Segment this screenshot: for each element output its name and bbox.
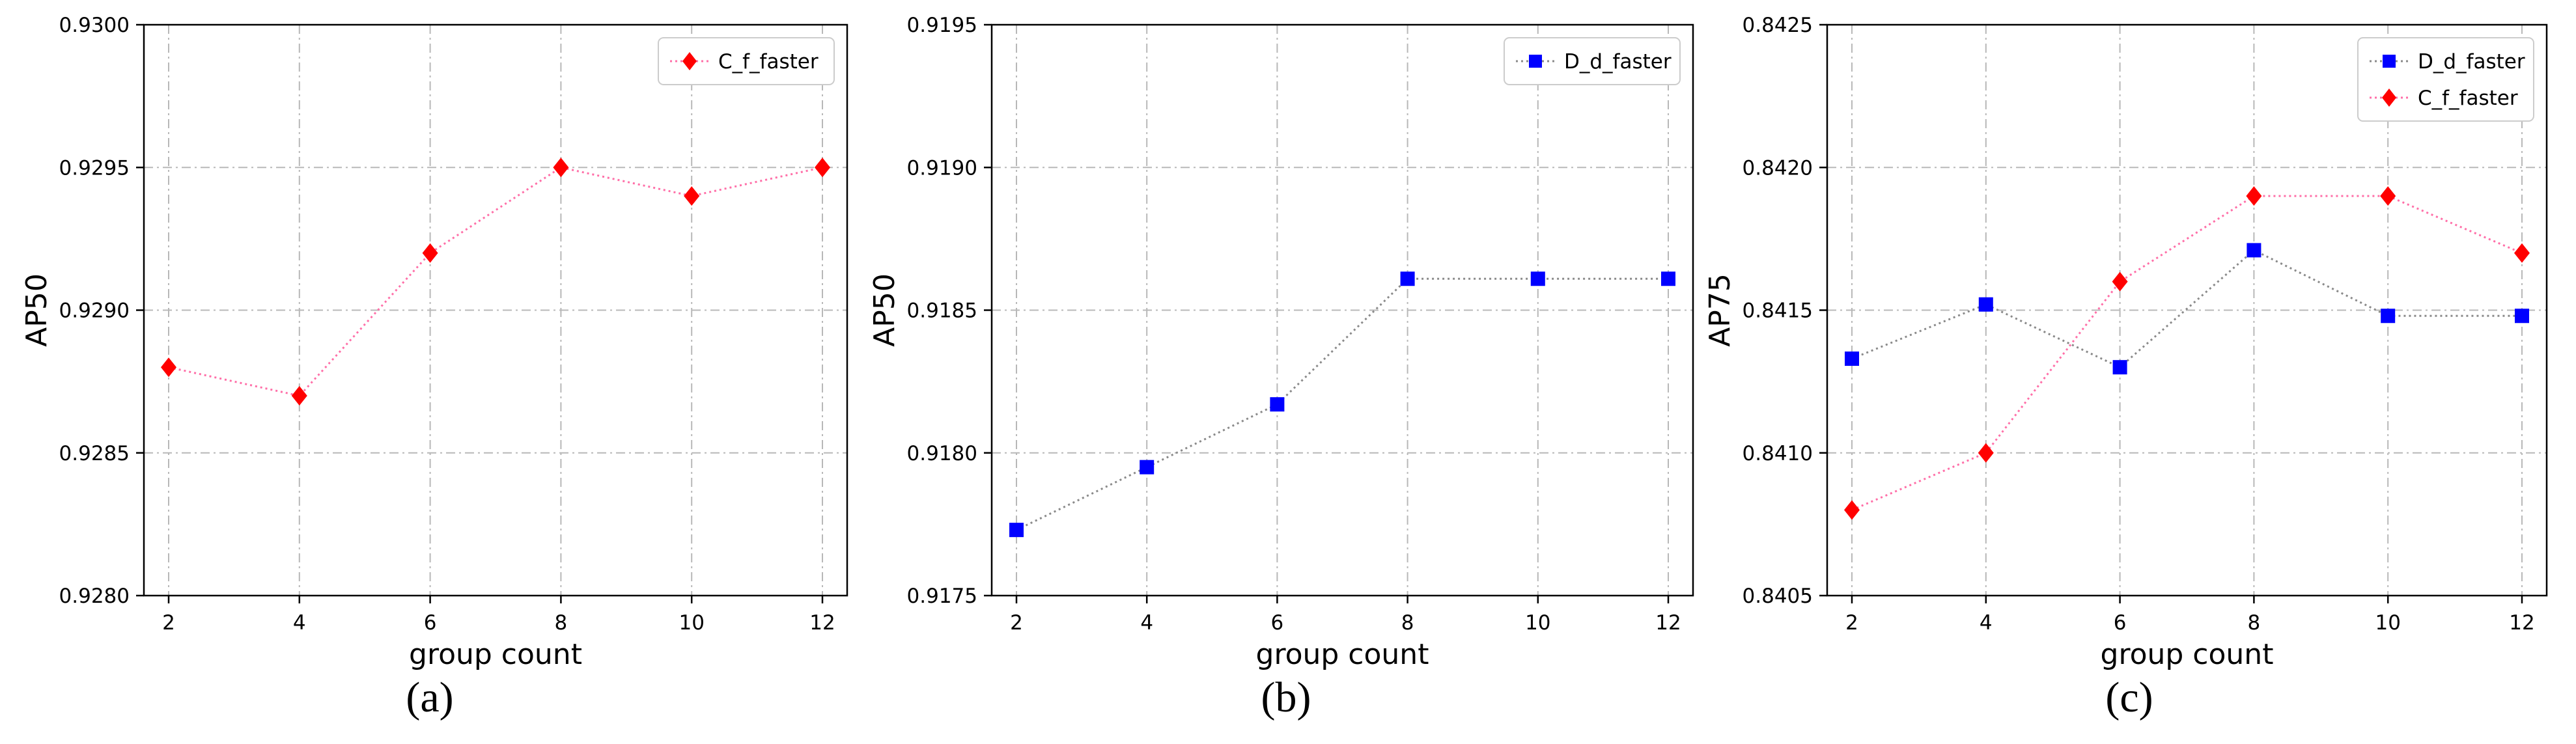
y-tick-label: 0.9180 <box>907 442 977 465</box>
data-point <box>684 186 700 206</box>
y-axis-label: AP50 <box>20 273 53 347</box>
y-tick-label: 0.9300 <box>59 14 130 37</box>
y-tick-label: 0.8425 <box>1743 14 1813 37</box>
y-tick-label: 0.9190 <box>907 156 977 180</box>
y-tick-label: 0.9175 <box>907 585 977 608</box>
y-tick-label: 0.9185 <box>907 299 977 323</box>
series-line <box>1016 277 1668 531</box>
x-tick-label: 8 <box>2248 611 2261 635</box>
panel-caption: (a) <box>406 674 453 721</box>
y-tick-label: 0.9290 <box>59 299 130 323</box>
x-tick-label: 6 <box>2114 611 2127 635</box>
series-line <box>168 166 823 397</box>
data-point <box>1661 271 1675 286</box>
x-axis-label: group count <box>409 638 582 671</box>
series-line <box>1851 249 2522 368</box>
data-point <box>1530 271 1545 286</box>
x-tick-label: 2 <box>162 611 175 635</box>
x-tick-label: 2 <box>1010 611 1023 635</box>
y-tick-label: 0.9295 <box>59 156 130 180</box>
data-point <box>2247 243 2261 258</box>
legend-box <box>658 37 835 85</box>
y-tick-label: 0.8405 <box>1743 585 1813 608</box>
data-point <box>2246 186 2262 206</box>
x-tick-label: 6 <box>424 611 437 635</box>
data-point <box>1270 397 1285 412</box>
legend-box <box>2357 37 2534 122</box>
data-point <box>1400 271 1415 286</box>
legend-box <box>1504 37 1681 85</box>
legend-label: C_f_faster <box>718 50 819 74</box>
x-tick-label: 2 <box>1845 611 1858 635</box>
x-tick-label: 8 <box>1401 611 1414 635</box>
data-point <box>815 158 830 178</box>
data-point <box>1845 351 1859 366</box>
y-tick-label: 0.9285 <box>59 442 130 465</box>
legend: D_d_faster C_f_faster <box>2357 37 2534 122</box>
y-tick-label: 0.8410 <box>1743 442 1813 465</box>
plot-frame <box>990 23 1694 597</box>
x-tick-label: 12 <box>1655 611 1681 635</box>
chart-panel-2: 0.9175 0.9180 0.9185 0.9190 0.9195 2 4 6 8 10 12 gr… <box>868 14 1694 721</box>
x-tick-label: 12 <box>2509 611 2534 635</box>
legend: D_d_faster <box>1504 37 1681 85</box>
y-tick-label: 0.8415 <box>1743 299 1813 323</box>
data-point <box>553 158 569 178</box>
series-line <box>1851 195 2523 511</box>
x-tick-label: 6 <box>1271 611 1284 635</box>
x-tick-label: 12 <box>809 611 835 635</box>
legend-label: D_d_faster <box>1564 50 1672 74</box>
x-tick-label: 10 <box>679 611 704 635</box>
y-tick-label: 0.9280 <box>59 585 130 608</box>
data-point <box>2515 309 2529 324</box>
data-point <box>161 357 176 378</box>
chart-panel-1: 0.9280 0.9285 0.9290 0.9295 0.9300 2 4 6 8 10 12 gr… <box>20 14 848 721</box>
x-axis-label: group count <box>2101 638 2274 671</box>
panel-caption: (b) <box>1261 674 1311 721</box>
data-point <box>1978 297 1993 312</box>
x-tick-label: 4 <box>293 611 306 635</box>
data-point <box>2514 243 2530 263</box>
y-axis-label: AP50 <box>868 273 901 347</box>
legend-marker <box>2382 89 2396 107</box>
x-tick-label: 4 <box>1140 611 1153 635</box>
x-tick-label: 4 <box>1980 611 1993 635</box>
legend-label: D_d_faster <box>2418 50 2525 74</box>
x-tick-label: 10 <box>1525 611 1550 635</box>
data-point <box>291 386 307 406</box>
data-point <box>1140 460 1155 475</box>
x-tick-label: 8 <box>555 611 568 635</box>
chart-panel-3: 0.8405 0.8410 0.8415 0.8420 0.8425 2 4 6 8 10 12 gr… <box>1703 14 2548 721</box>
data-point <box>2112 360 2127 375</box>
data-point <box>2112 271 2128 292</box>
data-point <box>1844 500 1860 520</box>
data-point <box>422 243 438 263</box>
y-tick-label: 0.9195 <box>907 14 977 37</box>
y-tick-label: 0.8420 <box>1743 156 1813 180</box>
legend-marker <box>1529 55 1542 68</box>
panel-caption: (c) <box>2105 674 2153 721</box>
plot-frame <box>143 23 848 597</box>
legend-marker <box>2383 55 2396 68</box>
data-point <box>1978 443 1994 463</box>
y-axis-label: AP75 <box>1703 273 1737 347</box>
data-point <box>2381 309 2396 324</box>
data-point <box>2380 186 2396 206</box>
x-axis-label: group count <box>1256 638 1429 671</box>
legend-label: C_f_faster <box>2418 87 2518 110</box>
x-tick-label: 10 <box>2375 611 2400 635</box>
legend-marker <box>682 52 697 70</box>
data-point <box>1009 523 1024 538</box>
legend: C_f_faster <box>658 37 835 85</box>
